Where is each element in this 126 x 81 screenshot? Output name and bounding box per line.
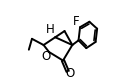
Text: F: F [73,15,80,28]
Text: O: O [65,67,75,80]
Text: O: O [41,50,51,63]
Text: H: H [45,23,54,36]
